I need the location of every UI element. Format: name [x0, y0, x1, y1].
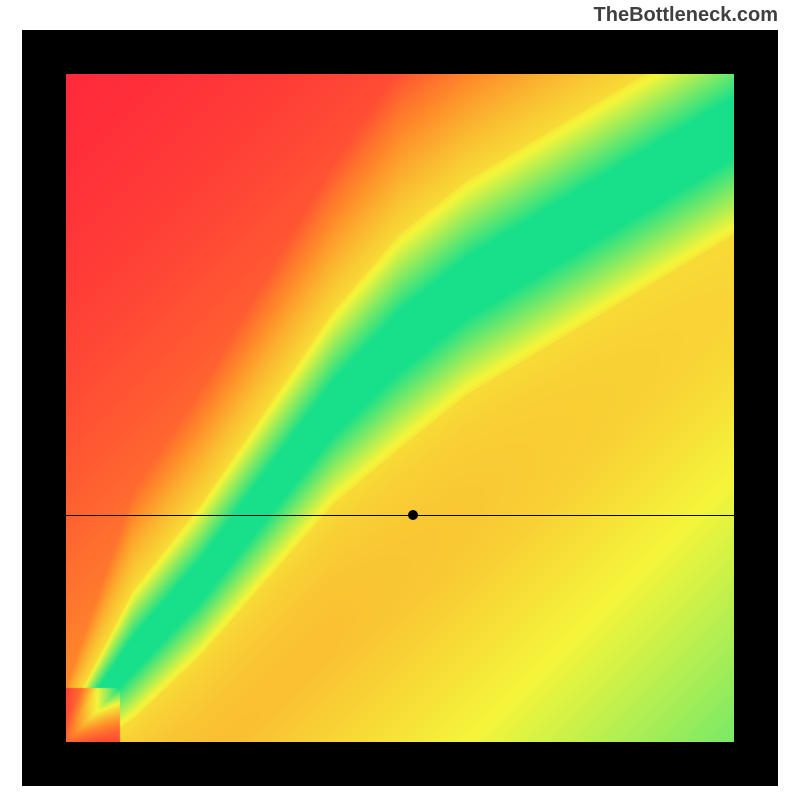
- crosshair-horizontal-line: [66, 515, 734, 516]
- watermark-text: TheBottleneck.com: [594, 4, 778, 27]
- heatmap-plot-area: [66, 74, 734, 742]
- crosshair-marker-dot: [408, 510, 418, 520]
- heatmap-canvas: [66, 74, 734, 742]
